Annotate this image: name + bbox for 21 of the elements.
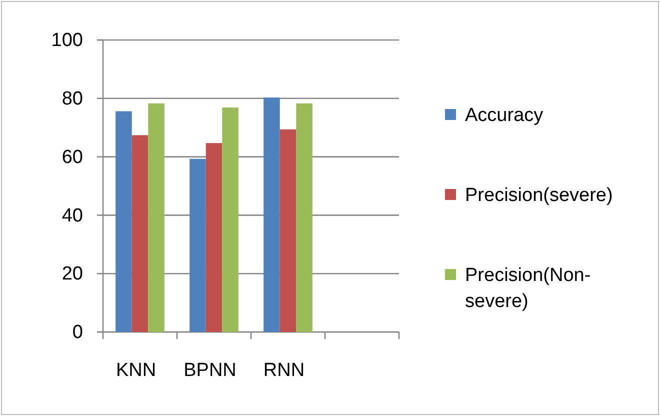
x-tick-label: KNN — [116, 360, 156, 381]
y-tick-label: 80 — [62, 88, 83, 110]
y-tick-label: 60 — [62, 146, 83, 168]
legend-label: Precision(severe) — [465, 185, 613, 206]
x-tick-label: RNN — [263, 360, 305, 381]
y-tick-label: 20 — [62, 264, 83, 285]
bar — [264, 98, 280, 332]
bar — [116, 111, 132, 332]
bar — [190, 158, 206, 332]
y-tick-label: 100 — [51, 30, 83, 52]
bar — [296, 103, 312, 332]
bar — [148, 103, 164, 332]
y-tick-label: 0 — [72, 322, 83, 344]
bar — [132, 135, 148, 332]
bar — [206, 143, 222, 332]
legend-label: Precision(Non-severe) — [465, 265, 591, 312]
legend-label: Accuracy — [465, 105, 544, 126]
y-tick-label: 40 — [62, 205, 83, 226]
bar — [222, 107, 238, 332]
bar — [280, 129, 296, 332]
x-tick-label: BPNN — [184, 360, 236, 381]
